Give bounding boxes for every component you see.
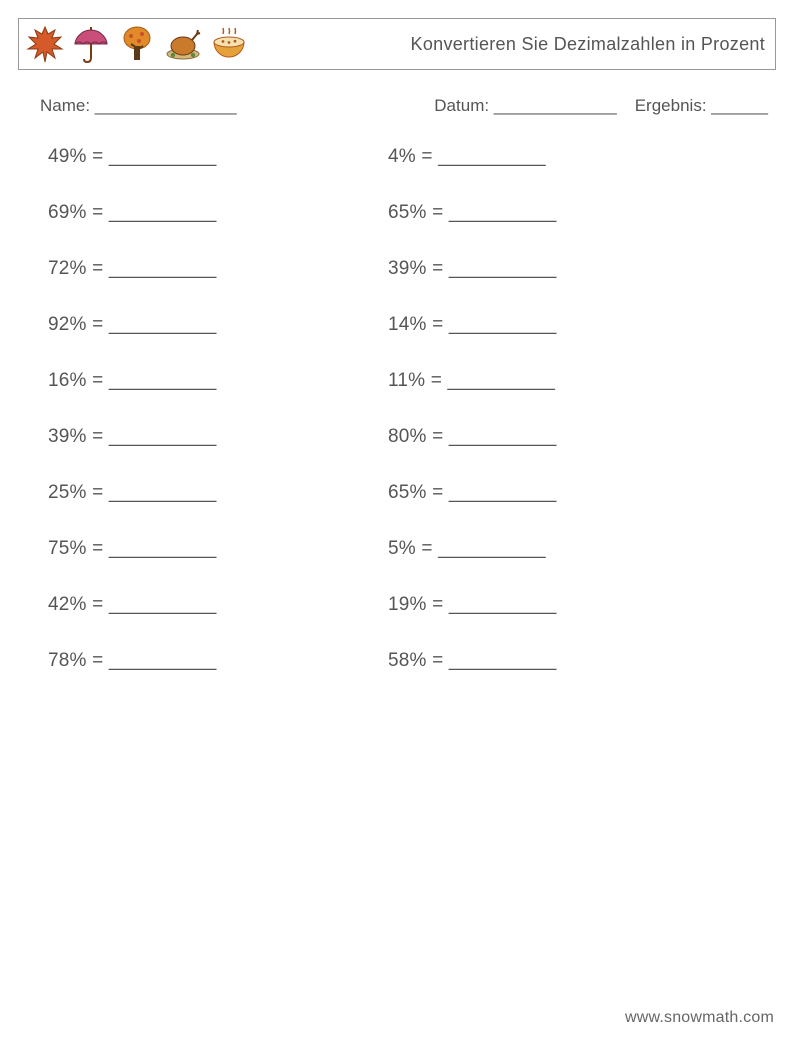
problem-right: 19% = __________: [388, 594, 728, 616]
meta-row: Name: _______________ Datum: ___________…: [18, 96, 776, 116]
problem-right: 80% = __________: [388, 426, 728, 448]
problem-left: 69% = __________: [48, 202, 388, 224]
problem-left: 25% = __________: [48, 482, 388, 504]
problems-grid: 49% = __________4% = __________ 69% = ___…: [18, 146, 776, 672]
date-field-label: Datum: _____________: [434, 96, 616, 116]
problem-right: 4% = __________: [388, 146, 728, 168]
problem-left: 16% = __________: [48, 370, 388, 392]
worksheet-title: Konvertieren Sie Dezimalzahlen in Prozen…: [411, 34, 765, 55]
header-icons: [25, 24, 249, 64]
problem-left: 78% = __________: [48, 650, 388, 672]
problem-right: 39% = __________: [388, 258, 728, 280]
umbrella-icon: [71, 24, 111, 64]
problem-right: 14% = __________: [388, 314, 728, 336]
worksheet-page: Konvertieren Sie Dezimalzahlen in Prozen…: [0, 0, 794, 1053]
problem-right: 58% = __________: [388, 650, 728, 672]
problem-left: 75% = __________: [48, 538, 388, 560]
problem-right: 65% = __________: [388, 482, 728, 504]
problem-left: 72% = __________: [48, 258, 388, 280]
problem-right: 5% = __________: [388, 538, 728, 560]
meta-right: Datum: _____________ Ergebnis: ______: [434, 96, 768, 116]
maple-leaf-icon: [25, 24, 65, 64]
name-field-label: Name: _______________: [40, 96, 237, 116]
result-field-label: Ergebnis: ______: [635, 96, 768, 116]
problem-left: 49% = __________: [48, 146, 388, 168]
bowl-soup-icon: [209, 24, 249, 64]
problem-left: 42% = __________: [48, 594, 388, 616]
problem-left: 39% = __________: [48, 426, 388, 448]
roast-turkey-icon: [163, 24, 203, 64]
problem-right: 11% = __________: [388, 370, 728, 392]
autumn-tree-icon: [117, 24, 157, 64]
problem-right: 65% = __________: [388, 202, 728, 224]
footer-url: www.snowmath.com: [625, 1009, 774, 1027]
problem-left: 92% = __________: [48, 314, 388, 336]
header: Konvertieren Sie Dezimalzahlen in Prozen…: [18, 18, 776, 70]
